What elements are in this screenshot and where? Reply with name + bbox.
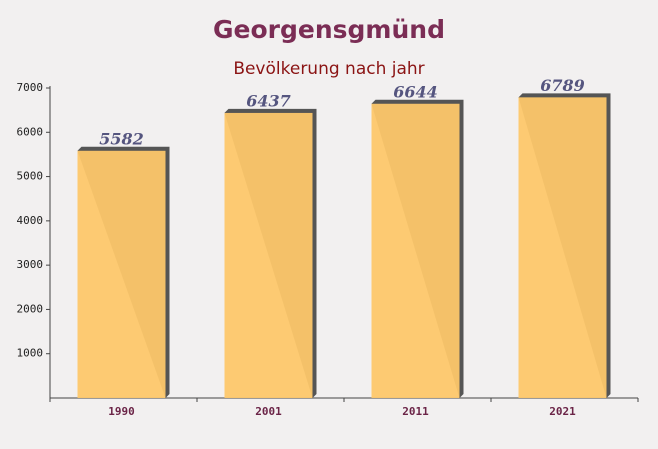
value-label: 6789: [540, 76, 585, 95]
chart-title: Georgensgmünd: [213, 15, 445, 44]
bar: [518, 97, 607, 398]
bar: [77, 150, 166, 398]
y-tick-label: 1000: [17, 347, 44, 360]
y-tick-label: 4000: [17, 214, 44, 227]
x-tick-label: 1990: [108, 405, 135, 418]
value-label: 6644: [393, 82, 438, 101]
bar: [224, 112, 313, 398]
y-tick-label: 3000: [17, 258, 44, 271]
y-tick-label: 6000: [17, 125, 44, 138]
value-label: 5582: [99, 129, 144, 148]
value-label: 6437: [246, 91, 291, 110]
bar: [371, 103, 460, 398]
y-tick-label: 7000: [17, 81, 44, 94]
x-tick-label: 2021: [549, 405, 576, 418]
chart-subtitle: Bevölkerung nach jahr: [233, 59, 424, 79]
x-tick-label: 2001: [255, 405, 282, 418]
y-tick-label: 2000: [17, 302, 44, 315]
y-tick-label: 5000: [17, 170, 44, 183]
x-tick-label: 2011: [402, 405, 429, 418]
